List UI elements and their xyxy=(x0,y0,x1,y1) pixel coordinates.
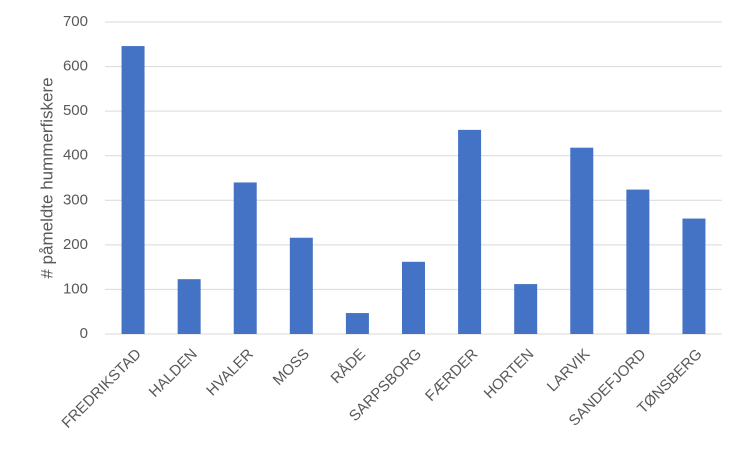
y-axis-label: # påmeldte hummerfiskere xyxy=(37,77,56,278)
bar xyxy=(514,284,538,334)
x-tick-label: MOSS xyxy=(270,346,313,389)
y-tick-label: 200 xyxy=(63,236,88,253)
y-tick-label: 500 xyxy=(63,102,88,119)
bar xyxy=(289,237,313,334)
x-tick-label: HORTEN xyxy=(481,346,538,403)
bar xyxy=(345,313,369,334)
x-tick-label: HVALER xyxy=(203,346,257,400)
x-tick-label: LARVIK xyxy=(544,346,594,396)
bar xyxy=(570,147,594,334)
y-tick-label: 700 xyxy=(63,13,88,30)
y-tick-label: 400 xyxy=(63,147,88,164)
y-tick-label: 300 xyxy=(63,191,88,208)
y-tick-label: 600 xyxy=(63,58,88,75)
x-tick-label: FÆRDER xyxy=(422,346,481,405)
y-tick-label: 0 xyxy=(80,325,88,342)
x-tick-label: RÅDE xyxy=(328,346,369,387)
bar xyxy=(682,218,706,334)
bar xyxy=(626,189,650,334)
bar xyxy=(402,261,425,334)
y-tick-label: 100 xyxy=(63,280,88,297)
bar xyxy=(121,46,145,334)
bar xyxy=(233,182,257,334)
x-tick-label: HALDEN xyxy=(146,346,201,401)
x-tick-label: FREDRIKSTAD xyxy=(59,345,145,431)
bar xyxy=(177,279,201,334)
bar xyxy=(458,129,482,334)
